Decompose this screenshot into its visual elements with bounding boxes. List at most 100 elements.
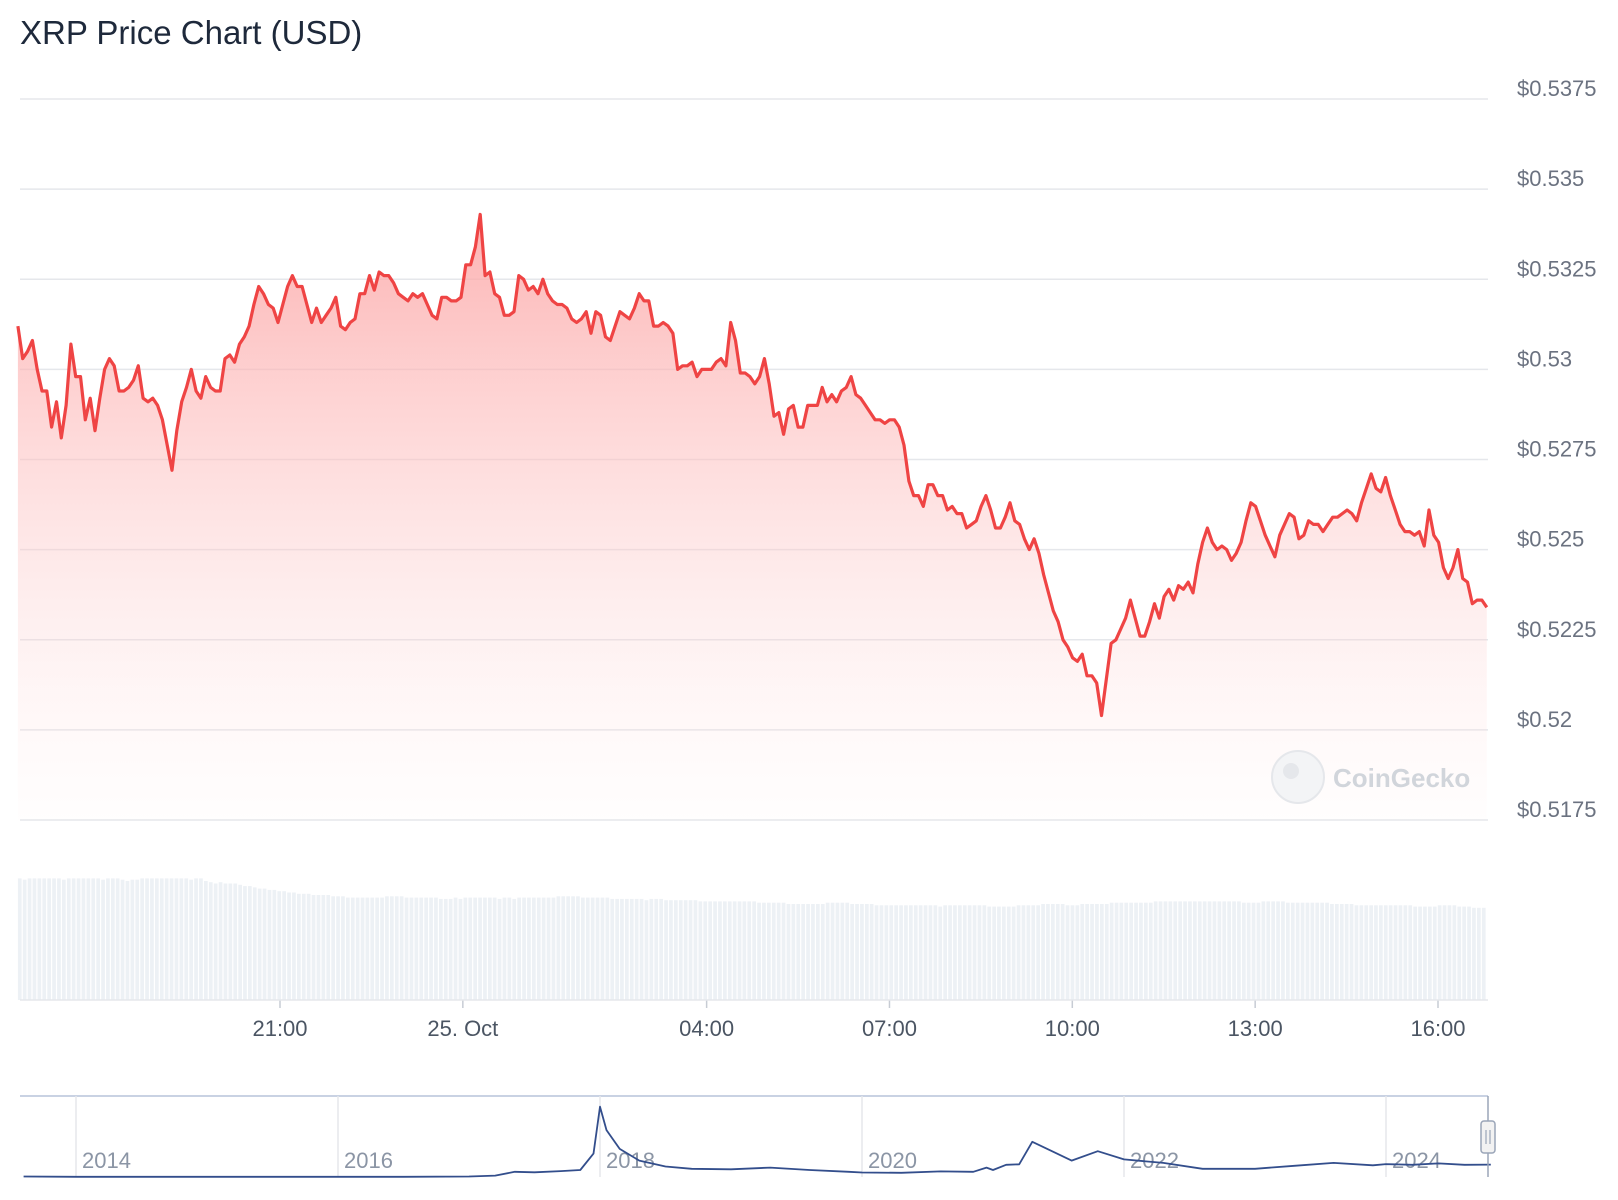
volume-bar <box>781 902 786 1000</box>
volume-bar <box>625 898 629 1000</box>
volume-bar <box>272 889 277 1000</box>
y-tick-label: $0.5325 <box>1517 256 1597 281</box>
volume-bar <box>835 902 840 1000</box>
volume-bar <box>767 902 771 1000</box>
volume-bar <box>1139 902 1143 1000</box>
volume-bar <box>130 879 135 1000</box>
volume-bar <box>1085 904 1089 1000</box>
volume-bar <box>620 898 624 1000</box>
volume-bar <box>1359 905 1364 1000</box>
volume-bar <box>913 905 918 1000</box>
volume-bar <box>1144 902 1148 1000</box>
volume-bar <box>336 896 340 1000</box>
price-line-group[interactable] <box>16 212 1489 718</box>
volume-bar <box>115 878 120 1000</box>
volume-bar <box>1477 907 1481 1000</box>
volume-bar <box>615 898 619 1000</box>
volume-bar <box>125 881 130 1000</box>
volume-bar <box>66 878 71 1000</box>
volume-bar <box>1413 906 1417 1000</box>
volume-bar <box>159 878 164 1000</box>
volume-bar <box>1393 905 1398 1000</box>
volume-bar <box>1153 901 1158 1000</box>
volume-bar <box>610 898 615 1000</box>
volume-bar <box>243 886 247 1000</box>
volume-bar <box>747 901 752 1000</box>
volume-bar <box>306 893 311 1000</box>
volume-bar <box>688 900 693 1000</box>
volume-bar <box>1119 902 1124 1000</box>
volume-bar <box>483 897 487 1000</box>
volume-bar <box>326 895 331 1000</box>
volume-bar <box>1207 901 1212 1000</box>
volume-bar <box>1437 905 1442 1000</box>
volume-bar <box>1188 901 1192 1000</box>
volume-bar <box>899 905 903 1000</box>
volume-bar <box>199 878 203 1000</box>
volume-bar <box>1374 905 1378 1000</box>
volume-bar <box>1462 906 1466 1000</box>
volume-bar <box>1080 904 1085 1000</box>
navigator-handle[interactable] <box>1480 1120 1496 1154</box>
volume-bar <box>1163 901 1168 1000</box>
volume-bar <box>786 904 791 1000</box>
volume-bar <box>492 897 497 1000</box>
volume-bar <box>473 897 477 1000</box>
volume-bar <box>1006 906 1011 1000</box>
watermark-text: CoinGecko <box>1333 763 1470 793</box>
volume-bar <box>37 878 42 1000</box>
volume-bar <box>933 905 938 1000</box>
volume-bar <box>1281 901 1285 1000</box>
volume-bar <box>830 902 835 1000</box>
x-tick-label: 13:00 <box>1228 1016 1283 1041</box>
volume-bar <box>791 904 796 1000</box>
volume-bar <box>208 882 213 1000</box>
volume-bar <box>1330 904 1334 1000</box>
volume-bars <box>17 878 1486 1000</box>
volume-bar <box>1183 901 1187 1000</box>
price-line[interactable] <box>16 212 1489 718</box>
volume-bar <box>1016 905 1021 1000</box>
volume-bar <box>879 905 884 1000</box>
volume-bar <box>869 904 874 1000</box>
volume-bar <box>742 901 747 1000</box>
volume-bar <box>1251 902 1256 1000</box>
volume-bar <box>297 893 301 1000</box>
volume-bar <box>850 904 854 1000</box>
volume-bar <box>1046 904 1050 1000</box>
volume-bar <box>693 900 698 1000</box>
volume-bar <box>953 905 957 1000</box>
range-navigator[interactable]: 2014 2016 2018 2020 2022 2024 <box>20 1095 1496 1178</box>
volume-bar <box>497 898 502 1000</box>
volume-bar <box>536 897 541 1000</box>
volume-bar <box>57 878 61 1000</box>
volume-bar <box>771 902 776 1000</box>
volume-bar <box>556 896 561 1000</box>
volume-bar <box>1261 901 1266 1000</box>
volume-bar <box>365 897 370 1000</box>
volume-bar <box>659 898 663 1000</box>
volume-bar <box>42 878 47 1000</box>
volume-bar <box>992 906 996 1000</box>
volume-bar <box>1432 906 1437 1000</box>
volume-bar <box>145 878 149 1000</box>
volume-bar <box>375 897 379 1000</box>
volume-bar <box>1339 904 1344 1000</box>
volume-bar <box>350 897 355 1000</box>
volume-bar <box>1310 902 1315 1000</box>
volume-bar <box>380 897 384 1000</box>
volume-bar <box>752 901 756 1000</box>
x-tick-label: 07:00 <box>862 1016 917 1041</box>
volume-bar <box>762 902 766 1000</box>
volume-bar <box>1418 906 1422 1000</box>
volume-bar <box>370 897 375 1000</box>
volume-bar <box>52 878 56 1000</box>
volume-bar <box>1305 902 1310 1000</box>
volume-bar <box>1246 902 1251 1000</box>
volume-bar <box>1447 905 1452 1000</box>
volume-bar <box>962 905 967 1000</box>
volume-bar <box>1031 905 1036 1000</box>
volume-bar <box>605 897 610 1000</box>
volume-bar <box>958 905 962 1000</box>
